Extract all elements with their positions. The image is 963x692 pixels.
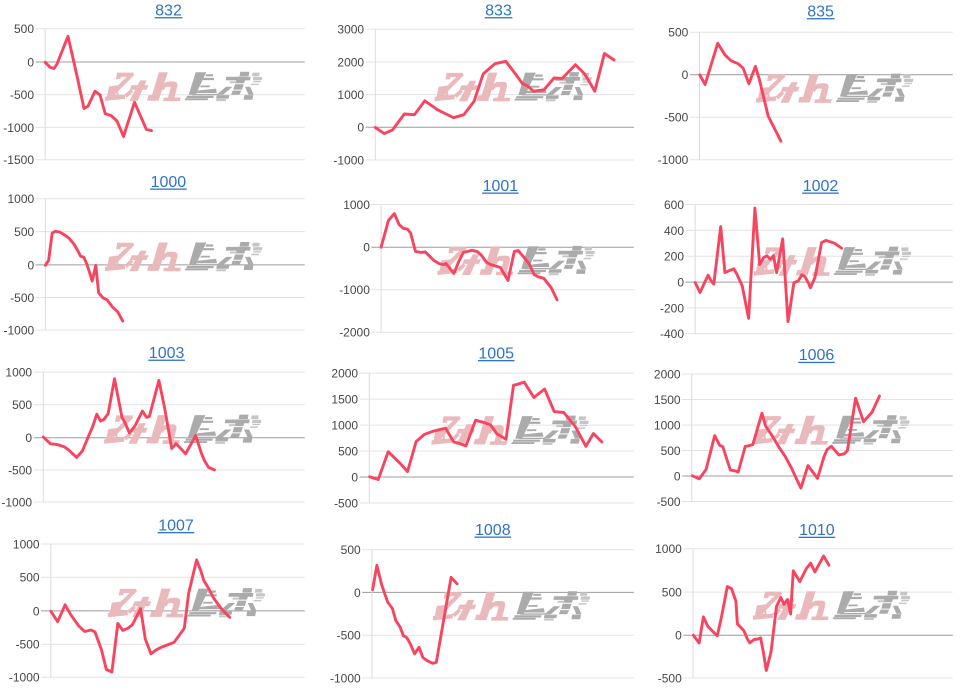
svg-text:1010: 1010 [799, 522, 835, 539]
svg-text:1007: 1007 [158, 517, 194, 534]
svg-text:500: 500 [14, 225, 34, 239]
svg-text:1000: 1000 [13, 537, 40, 551]
svg-text:1001: 1001 [483, 178, 519, 195]
svg-text:3000: 3000 [337, 23, 364, 37]
svg-text:1008: 1008 [475, 522, 511, 539]
svg-text:0: 0 [28, 258, 35, 272]
svg-text:500: 500 [20, 571, 40, 585]
svg-text:1000: 1000 [331, 419, 358, 433]
svg-text:1003: 1003 [149, 345, 185, 362]
svg-text:0: 0 [27, 55, 34, 69]
svg-text:500: 500 [12, 398, 32, 412]
svg-text:1006: 1006 [799, 347, 835, 364]
svg-text:1005: 1005 [478, 345, 514, 362]
svg-text:1000: 1000 [151, 174, 187, 191]
svg-text:-1000: -1000 [1, 495, 32, 509]
svg-text:1000: 1000 [655, 542, 682, 556]
svg-text:500: 500 [662, 586, 682, 600]
svg-text:-1000: -1000 [3, 121, 34, 135]
svg-text:500: 500 [14, 22, 34, 36]
svg-text:832: 832 [155, 2, 182, 19]
svg-text:-500: -500 [10, 88, 34, 102]
svg-text:-1500: -1500 [3, 153, 34, 167]
svg-text:0: 0 [354, 586, 361, 600]
svg-text:0: 0 [363, 241, 370, 255]
svg-text:-1000: -1000 [330, 671, 361, 685]
svg-text:0: 0 [351, 470, 358, 484]
svg-text:200: 200 [664, 250, 684, 264]
svg-text:0: 0 [25, 431, 32, 445]
svg-text:600: 600 [664, 198, 684, 212]
svg-text:-500: -500 [657, 495, 681, 509]
svg-text:1000: 1000 [337, 88, 364, 102]
svg-text:0: 0 [682, 68, 689, 82]
svg-text:500: 500 [668, 26, 688, 40]
svg-text:-1000: -1000 [658, 153, 689, 167]
svg-text:1500: 1500 [331, 393, 358, 407]
svg-text:2000: 2000 [331, 367, 358, 381]
svg-text:2000: 2000 [654, 367, 681, 381]
svg-text:500: 500 [661, 444, 681, 458]
svg-text:1000: 1000 [7, 192, 34, 206]
svg-text:1000: 1000 [343, 198, 370, 212]
svg-text:1002: 1002 [803, 178, 839, 195]
svg-text:0: 0 [677, 276, 684, 290]
svg-text:-400: -400 [660, 327, 684, 341]
svg-text:1500: 1500 [654, 393, 681, 407]
svg-text:833: 833 [485, 2, 512, 19]
svg-text:0: 0 [674, 469, 681, 483]
svg-text:-500: -500 [337, 629, 361, 643]
svg-text:-1000: -1000 [3, 324, 34, 338]
svg-text:-500: -500 [10, 291, 34, 305]
svg-text:-500: -500 [8, 463, 32, 477]
svg-text:-1000: -1000 [339, 283, 370, 297]
svg-text:500: 500 [338, 444, 358, 458]
svg-text:-500: -500 [334, 496, 358, 510]
svg-text:0: 0 [357, 121, 364, 135]
svg-text:-500: -500 [664, 111, 688, 125]
svg-text:1000: 1000 [5, 366, 32, 380]
svg-text:-1000: -1000 [333, 153, 364, 167]
svg-text:500: 500 [341, 543, 361, 557]
svg-text:1000: 1000 [654, 418, 681, 432]
svg-text:2000: 2000 [337, 55, 364, 69]
svg-text:400: 400 [664, 224, 684, 238]
svg-text:-200: -200 [660, 301, 684, 315]
svg-text:-500: -500 [16, 638, 40, 652]
svg-text:-1000: -1000 [9, 671, 40, 685]
svg-text:835: 835 [807, 3, 834, 20]
svg-text:0: 0 [33, 604, 40, 618]
svg-text:0: 0 [675, 629, 682, 643]
svg-text:-2000: -2000 [339, 326, 370, 340]
svg-text:-500: -500 [658, 671, 682, 685]
